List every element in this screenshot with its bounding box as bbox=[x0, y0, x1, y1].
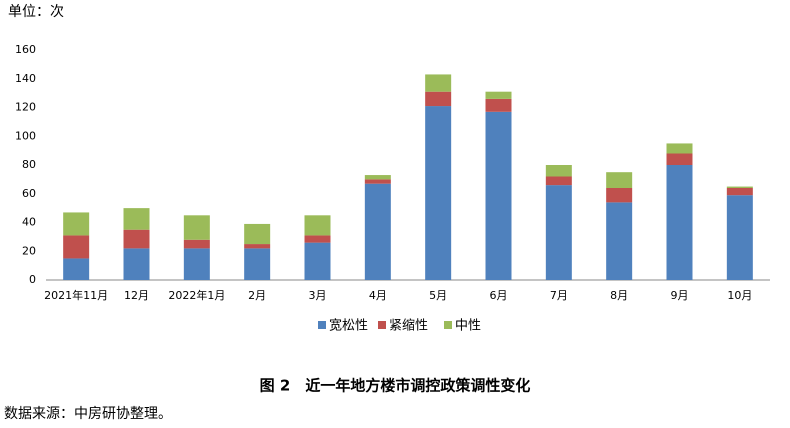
bar-segment bbox=[425, 74, 452, 92]
unit-label: 单位：次 bbox=[8, 4, 64, 20]
bar-segment bbox=[123, 229, 150, 249]
bar-segment bbox=[244, 248, 271, 280]
bar-segment bbox=[364, 179, 391, 184]
bar-segment bbox=[304, 235, 331, 243]
y-tick-label: 100 bbox=[15, 129, 36, 142]
bar-segment bbox=[666, 143, 693, 154]
bar-segment bbox=[726, 186, 753, 188]
bar-segment bbox=[485, 91, 512, 99]
bar-segment bbox=[183, 239, 210, 249]
bar-segment bbox=[63, 212, 90, 236]
bar-segment bbox=[364, 175, 391, 180]
legend-label: 宽松性 bbox=[329, 318, 368, 334]
x-tick-label: 8月 bbox=[610, 289, 628, 302]
y-tick-label: 20 bbox=[22, 244, 36, 257]
x-tick-label: 4月 bbox=[369, 289, 387, 302]
y-tick-label: 0 bbox=[29, 273, 36, 286]
x-tick-label: 12月 bbox=[124, 289, 149, 302]
bar-segment bbox=[425, 106, 452, 280]
legend-swatch bbox=[444, 321, 452, 329]
bar-segment bbox=[726, 195, 753, 280]
bar-segment bbox=[244, 223, 271, 245]
bar-segment bbox=[123, 248, 150, 280]
y-tick-label: 40 bbox=[22, 216, 36, 229]
x-tick-label: 2022年1月 bbox=[168, 288, 225, 302]
bar-segment bbox=[304, 215, 331, 236]
y-tick-label: 140 bbox=[15, 72, 36, 85]
bar-segment bbox=[304, 242, 331, 280]
x-tick-label: 10月 bbox=[727, 289, 752, 302]
x-tick-label: 7月 bbox=[550, 289, 568, 302]
bar-segment bbox=[545, 165, 572, 177]
bar-segment bbox=[485, 98, 512, 112]
legend-label: 紧缩性 bbox=[389, 318, 428, 334]
x-tick-label: 2021年11月 bbox=[44, 288, 108, 302]
legend-label: 中性 bbox=[455, 319, 481, 334]
legend-swatch bbox=[378, 321, 386, 329]
bar-segment bbox=[364, 183, 391, 280]
bar-segment bbox=[485, 111, 512, 280]
bar-segment bbox=[666, 153, 693, 165]
bar-segment bbox=[606, 172, 633, 188]
x-tick-label: 5月 bbox=[429, 289, 447, 302]
bar-segment bbox=[606, 202, 633, 280]
bar-segment bbox=[63, 258, 90, 280]
x-tick-label: 9月 bbox=[671, 289, 689, 302]
y-tick-label: 120 bbox=[15, 101, 36, 114]
y-tick-label: 60 bbox=[22, 187, 36, 200]
source: 数据来源：中房研协整理。 bbox=[4, 406, 172, 422]
bar-segment bbox=[666, 165, 693, 280]
bar-segment bbox=[123, 208, 150, 230]
bar-segment bbox=[244, 244, 271, 249]
x-tick-label: 6月 bbox=[490, 289, 508, 302]
y-tick-label: 80 bbox=[22, 158, 36, 171]
bar-segment bbox=[63, 235, 90, 259]
bar-segment bbox=[545, 185, 572, 280]
bar-segment bbox=[726, 188, 753, 196]
legend-swatch bbox=[318, 321, 326, 329]
bar-segment bbox=[183, 215, 210, 240]
x-tick-label: 2月 bbox=[248, 289, 266, 302]
bar-segment bbox=[606, 188, 633, 203]
x-tick-label: 3月 bbox=[309, 289, 327, 302]
bar-segment bbox=[183, 248, 210, 280]
bar-segment bbox=[425, 91, 452, 107]
y-tick-label: 160 bbox=[15, 43, 36, 56]
bar-segment bbox=[545, 176, 572, 186]
caption: 图 2 近一年地方楼市调控政策调性变化 bbox=[260, 377, 531, 395]
